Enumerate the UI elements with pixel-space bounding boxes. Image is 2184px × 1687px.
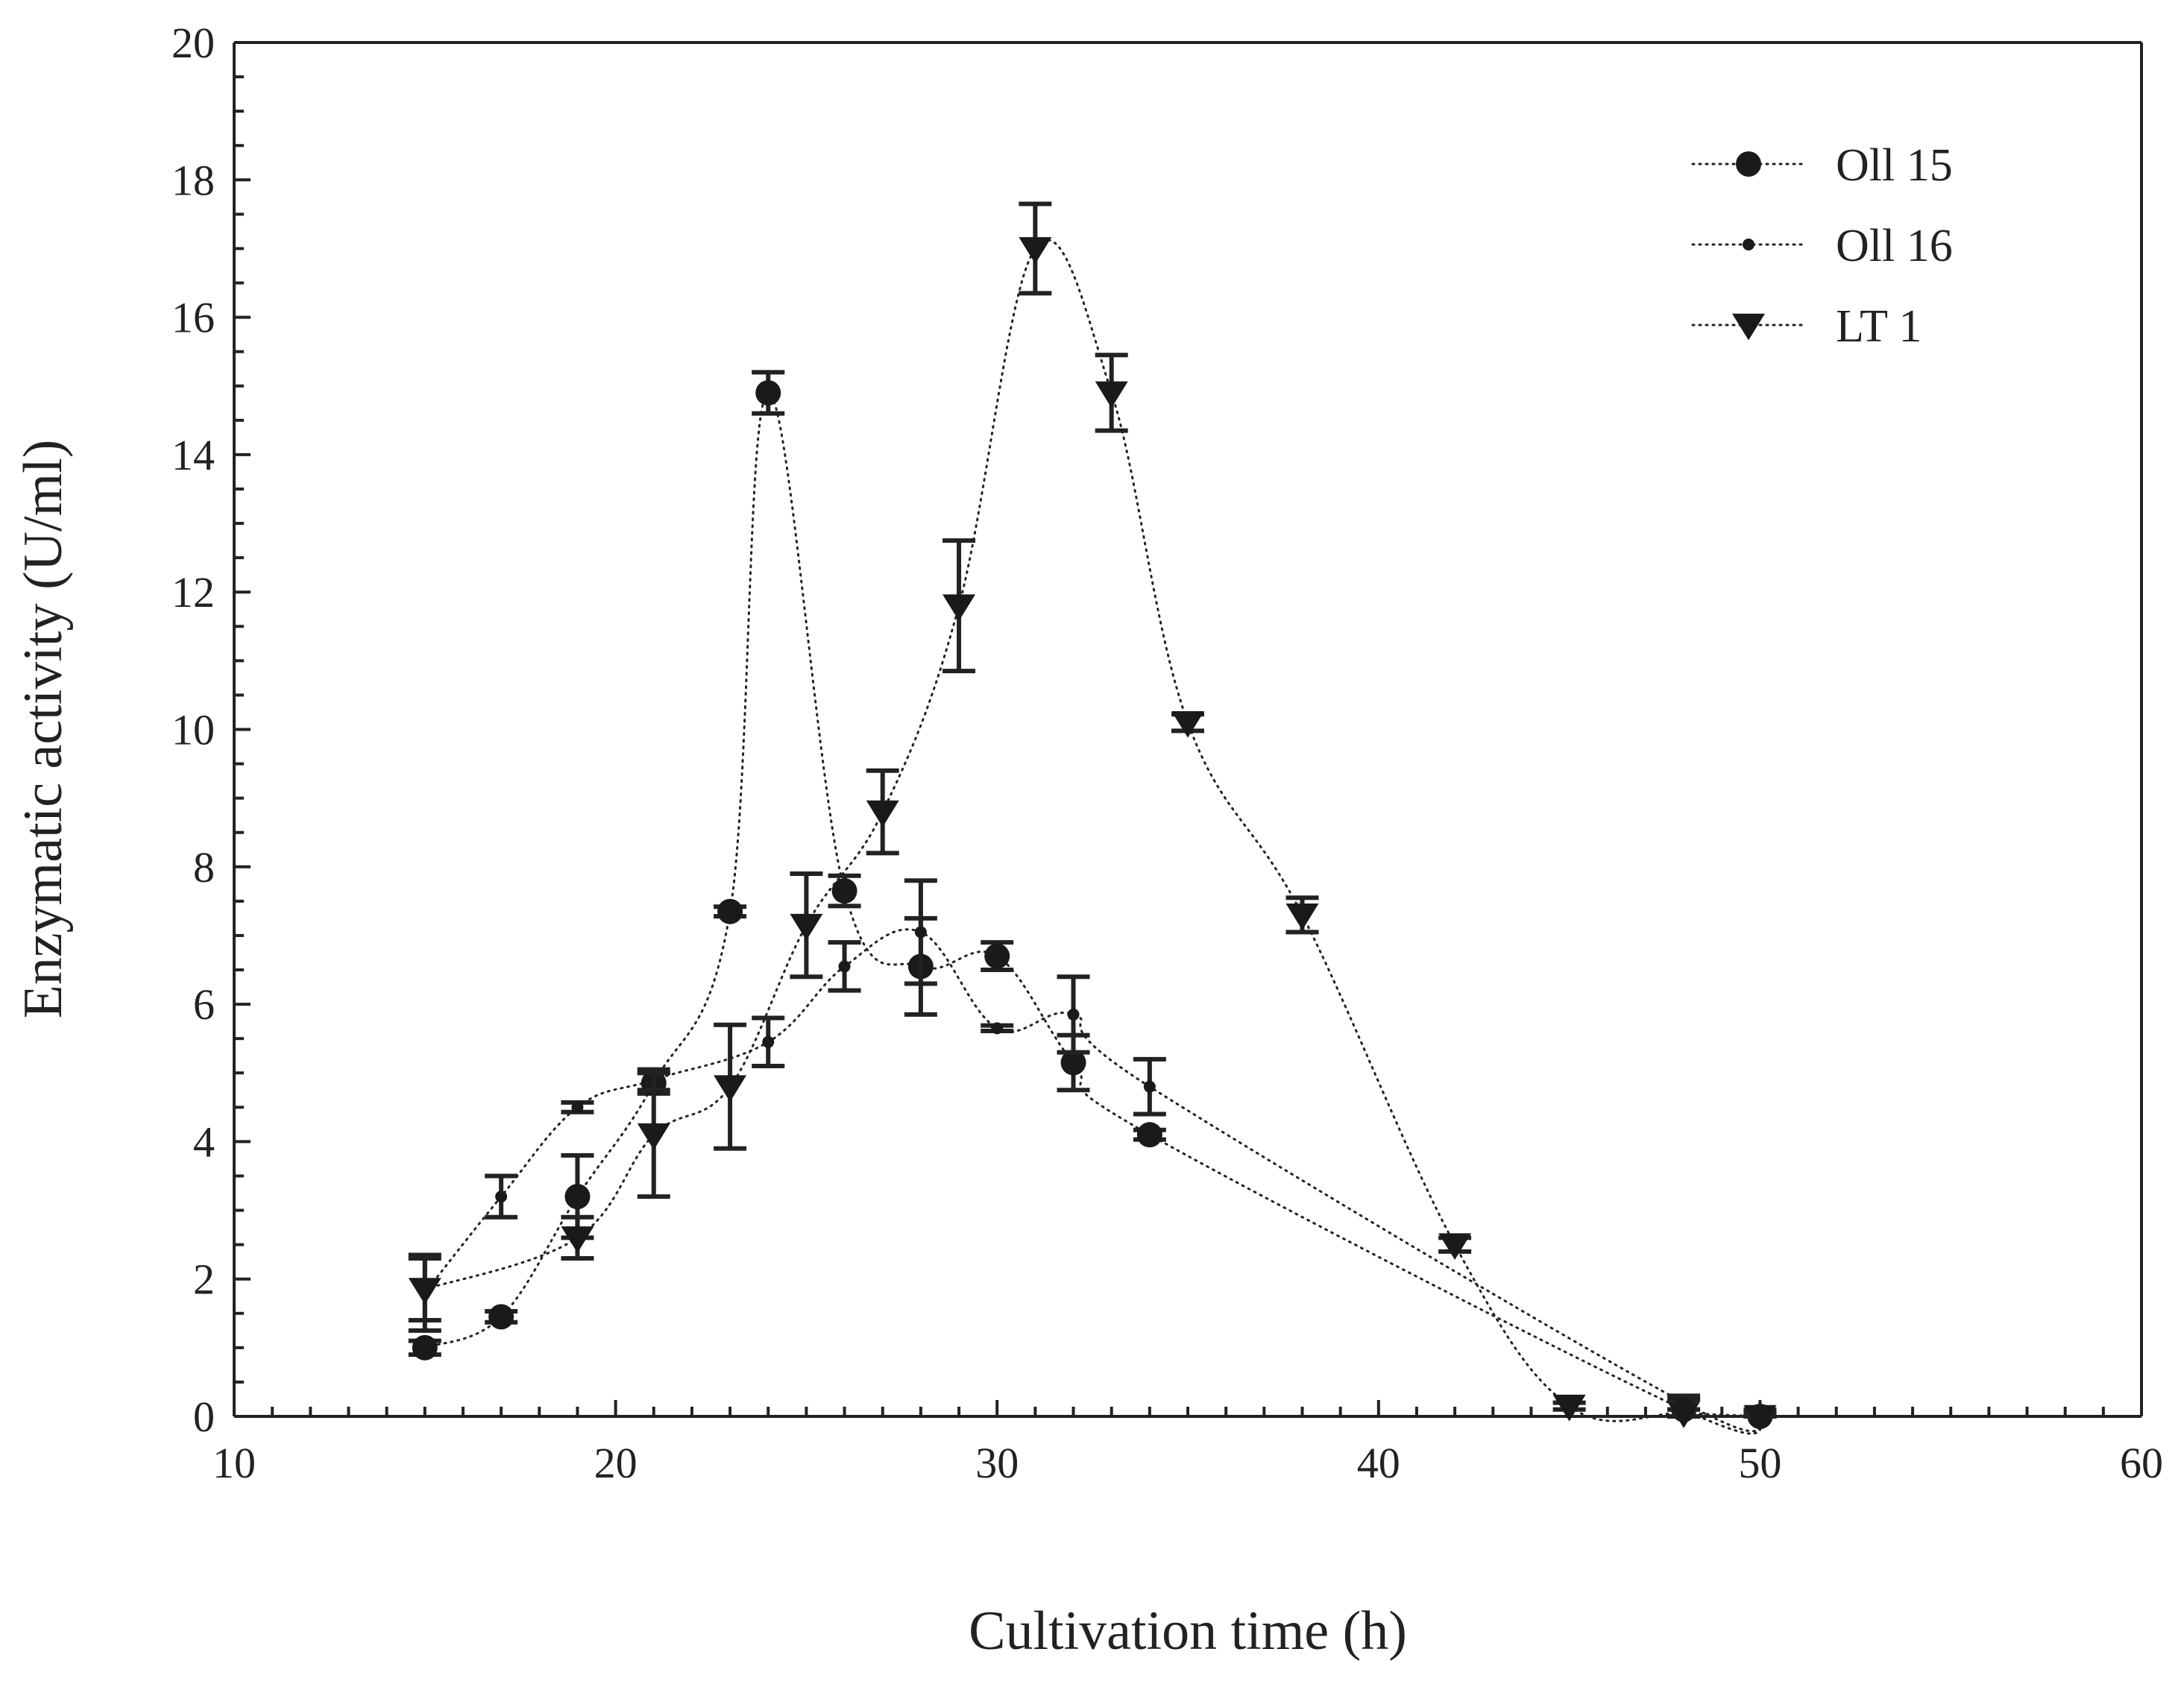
series-line (424, 391, 1761, 1435)
legend-item: Oll 15 (1691, 140, 1953, 191)
x-tick-label: 60 (2120, 1439, 2163, 1487)
y-tick-label: 4 (193, 1117, 215, 1166)
data-point (755, 379, 781, 406)
legend-label: Oll 16 (1836, 221, 1953, 271)
data-point (1143, 1080, 1156, 1093)
data-point (1067, 1008, 1080, 1021)
x-tick-label: 40 (1357, 1439, 1400, 1487)
x-tick-label: 50 (1738, 1439, 1781, 1487)
data-point (1285, 904, 1319, 930)
data-point (571, 1101, 584, 1114)
y-tick-label: 20 (171, 19, 215, 67)
series-oll-15 (408, 370, 1777, 1435)
data-point (1171, 710, 1204, 738)
data-point (790, 913, 823, 941)
legend-marker (1732, 313, 1765, 341)
data-point (488, 1304, 514, 1330)
legend-marker (1736, 151, 1761, 177)
y-tick-label: 12 (171, 568, 215, 617)
data-point (1060, 1050, 1086, 1076)
axis-ticks (233, 41, 2143, 1418)
y-tick-label: 2 (193, 1255, 215, 1304)
data-point (991, 1022, 1004, 1035)
data-point (838, 960, 851, 973)
legend-label: Oll 15 (1836, 140, 1953, 191)
y-tick-label: 10 (171, 706, 215, 754)
series-lt-1 (408, 201, 1777, 1432)
data-point (866, 800, 899, 827)
data-point (831, 878, 857, 904)
y-tick-label: 18 (171, 156, 215, 204)
legend-label: LT 1 (1836, 301, 1922, 352)
data-point (984, 943, 1010, 969)
y-tick-label: 14 (171, 431, 215, 479)
data-point (1136, 1122, 1162, 1148)
data-point (942, 594, 976, 622)
y-axis-title: Enzymatic activity (U/ml) (13, 440, 74, 1019)
plot-series (408, 201, 1777, 1435)
series-line (424, 239, 1761, 1422)
data-point (914, 926, 927, 939)
data-point (717, 898, 743, 924)
x-tick-label: 10 (213, 1439, 256, 1487)
data-point (1438, 1233, 1472, 1261)
data-point (762, 1035, 775, 1048)
y-tick-label: 6 (193, 980, 215, 1029)
data-point (495, 1191, 508, 1203)
data-point (561, 1226, 594, 1253)
legend-marker (1743, 239, 1755, 250)
data-point (1667, 1401, 1701, 1428)
legend: Oll 15 Oll 16 LT 1 (1691, 140, 1953, 352)
x-tick-label: 30 (975, 1439, 1019, 1487)
y-tick-label: 8 (193, 843, 215, 892)
x-axis-title: Cultivation time (h) (969, 1601, 1407, 1662)
series-line (424, 928, 1761, 1433)
data-point (412, 1334, 438, 1360)
y-tick-label: 0 (193, 1393, 215, 1441)
data-point (1095, 381, 1128, 409)
x-tick-label: 20 (594, 1439, 638, 1487)
axis-tick-labels: 10 20 30 40 50 60 0 2 4 6 8 10 12 14 16 18 20 (171, 19, 2163, 1487)
data-point (1019, 237, 1052, 264)
data-point (1552, 1394, 1586, 1422)
data-point (1743, 1404, 1777, 1432)
data-point (637, 1123, 670, 1150)
series-oll-16 (408, 878, 1777, 1433)
legend-item: Oll 16 (1691, 221, 1953, 271)
legend-item: LT 1 (1691, 301, 1922, 352)
data-point (564, 1184, 591, 1210)
data-point (714, 1075, 747, 1103)
data-point (408, 1278, 441, 1305)
y-tick-label: 16 (171, 294, 215, 342)
